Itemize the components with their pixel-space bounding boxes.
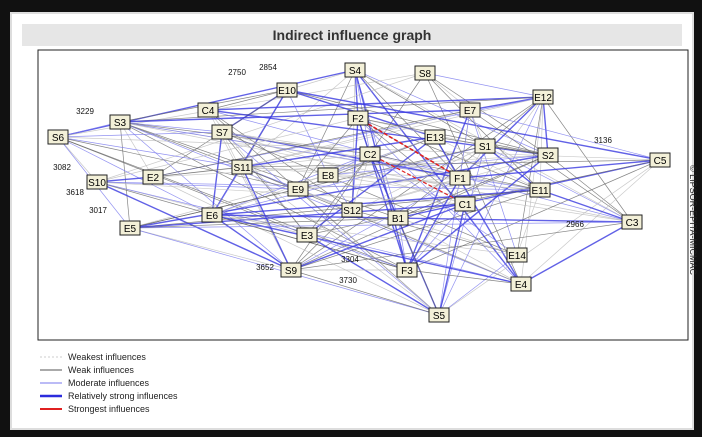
node-label: S9: [285, 266, 298, 277]
node: E4: [511, 277, 531, 291]
legend-label: Weakest influences: [68, 352, 146, 362]
node: S4: [345, 63, 365, 77]
node-label: C4: [202, 106, 215, 117]
node: E14: [507, 248, 527, 262]
node-label: F3: [401, 266, 413, 277]
node-label: S12: [343, 206, 361, 217]
node-label: E5: [124, 224, 137, 235]
node-label: S8: [419, 69, 432, 80]
node-label: E11: [531, 186, 548, 197]
node: S8: [415, 66, 435, 80]
legend-label: Relatively strong influences: [68, 391, 178, 401]
node-label: E7: [464, 106, 477, 117]
node: E7: [460, 103, 480, 117]
edge-label: 3304: [341, 255, 359, 264]
node: S1: [475, 139, 495, 153]
node: E5: [120, 221, 140, 235]
edge-label: 3136: [594, 136, 612, 145]
node-label: E12: [534, 93, 552, 104]
node-label: E2: [147, 173, 160, 184]
node: S11: [232, 160, 252, 174]
edge-label: 3730: [339, 276, 357, 285]
node-label: S7: [216, 128, 229, 139]
node: E3: [297, 228, 317, 242]
node: C2: [360, 147, 380, 161]
node: E9: [288, 182, 308, 196]
copyright: © LIPSOR-EPITA-MICMAC: [688, 165, 698, 275]
node: C5: [650, 153, 670, 167]
node: S6: [48, 130, 68, 144]
node: F1: [450, 171, 470, 185]
node-label: C3: [626, 218, 639, 229]
node: C3: [622, 215, 642, 229]
node-label: E13: [426, 133, 444, 144]
node-label: E10: [278, 86, 296, 97]
node-label: C1: [459, 200, 472, 211]
node-label: S1: [479, 142, 492, 153]
node-label: E3: [301, 231, 314, 242]
graph: Indirect influence graph 2750 2854 3229 308…: [0, 0, 702, 437]
legend: Weakest influences Weak influences Moderat…: [40, 352, 178, 414]
node-label: S10: [88, 178, 106, 189]
node-label: S6: [52, 133, 65, 144]
node: F3: [397, 263, 417, 277]
node-label: S11: [233, 163, 250, 174]
node: S5: [429, 308, 449, 322]
node: C4: [198, 103, 218, 117]
node: B1: [388, 211, 408, 225]
legend-label: Moderate influences: [68, 378, 150, 388]
node: C1: [455, 197, 475, 211]
node: E10: [277, 83, 297, 97]
edge-label: 3082: [53, 163, 71, 172]
node: F2: [348, 111, 368, 125]
node-label: S5: [433, 311, 446, 322]
node: S3: [110, 115, 130, 129]
node: E11: [530, 183, 550, 197]
edge-label: 3229: [76, 107, 94, 116]
node-label: B1: [392, 214, 405, 225]
edge-label: 2854: [259, 63, 277, 72]
edge-label: 3652: [256, 263, 274, 272]
node-label: E8: [322, 171, 335, 182]
node-label: C2: [364, 150, 377, 161]
node-label: S2: [542, 151, 555, 162]
legend-label: Weak influences: [68, 365, 134, 375]
node: S7: [212, 125, 232, 139]
legend-label: Strongest influences: [68, 404, 150, 414]
node-label: E6: [206, 211, 219, 222]
edge-label: 2966: [566, 220, 584, 229]
node-label: C5: [654, 156, 667, 167]
node-label: F2: [352, 114, 364, 125]
node: E8: [318, 168, 338, 182]
node-label: E14: [508, 251, 526, 262]
node-label: F1: [454, 174, 466, 185]
node: S12: [342, 203, 362, 217]
node-label: E4: [515, 280, 528, 291]
node: E13: [425, 130, 445, 144]
node: E6: [202, 208, 222, 222]
node: S9: [281, 263, 301, 277]
node-label: E9: [292, 185, 305, 196]
edge-label: 3017: [89, 206, 107, 215]
node: E12: [533, 90, 553, 104]
node-label: S4: [349, 66, 362, 77]
node: S10: [87, 175, 107, 189]
title: Indirect influence graph: [273, 27, 432, 43]
edge-label: 3618: [66, 188, 84, 197]
node-label: S3: [114, 118, 127, 129]
node: S2: [538, 148, 558, 162]
edge-label: 2750: [228, 68, 246, 77]
node: E2: [143, 170, 163, 184]
